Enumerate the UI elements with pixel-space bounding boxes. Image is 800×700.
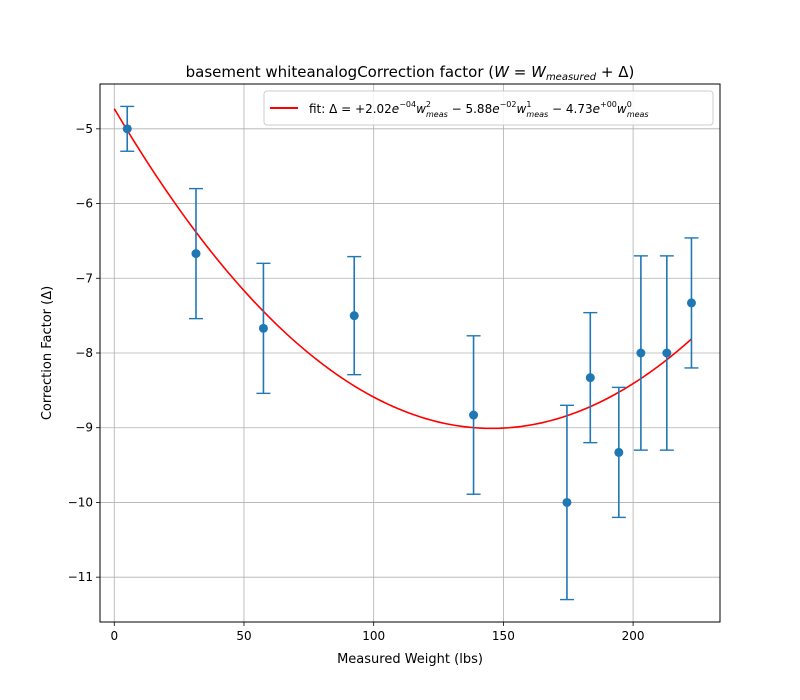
data-marker [469,410,479,420]
x-tick-label: 150 [492,629,515,643]
legend: fit: Δ = +2.02e−04w2 meas − 5.88e−02w1 mea… [263,90,714,126]
fit-curve-layer [113,108,692,430]
data-point [188,187,203,320]
data-marker [585,373,595,383]
fit-curve [113,108,692,430]
y-tick-label: −8 [75,346,93,360]
data-marker [258,323,268,333]
legend-box [263,90,714,126]
chart-title: basement whiteanalogCorrection factor (W… [186,63,635,83]
title-prefix: basement whiteanalogCorrection factor ( [186,63,495,81]
data-point [120,105,135,152]
grid [100,84,720,622]
data-marker [662,348,672,358]
data-marker [349,311,359,321]
data-point [611,386,626,519]
data-marker [614,447,624,457]
y-tick-label: −5 [75,122,93,136]
y-axis-ticks: −5 −6 −7 −8 −9 −10 −11 [68,122,100,584]
legend-fit-label: fit: Δ = +2.02e−04w2 meas − 5.88e−02w1 mea… [309,100,649,119]
errorbar-layer [120,105,699,601]
data-point [583,311,598,444]
y-tick-label: −6 [75,197,93,211]
x-tick-label: 0 [110,629,118,643]
x-tick-label: 200 [622,629,645,643]
y-tick-label: −11 [68,570,93,584]
data-point [559,404,574,601]
x-tick-label: 50 [236,629,251,643]
y-axis-label: Correction Factor (Δ) [40,286,55,420]
y-tick-label: −10 [68,495,93,509]
data-marker [562,497,572,507]
data-point [633,255,648,451]
data-point [684,237,699,369]
title-suffix: ) [629,63,635,81]
data-point [659,255,674,451]
title-math-w: W [494,63,510,81]
y-tick-label: −7 [75,271,93,285]
x-axis-label: Measured Weight (lbs) [337,652,483,667]
data-point [256,262,271,395]
title-math-wm: W [531,63,547,81]
data-marker [191,249,201,259]
data-marker [122,124,132,134]
data-marker [686,298,696,308]
data-marker [636,348,646,358]
y-tick-label: −9 [75,421,93,435]
data-point [347,255,362,376]
x-tick-label: 100 [362,629,385,643]
data-point [466,335,481,495]
x-axis-ticks: 0 50 100 150 200 [110,622,645,643]
